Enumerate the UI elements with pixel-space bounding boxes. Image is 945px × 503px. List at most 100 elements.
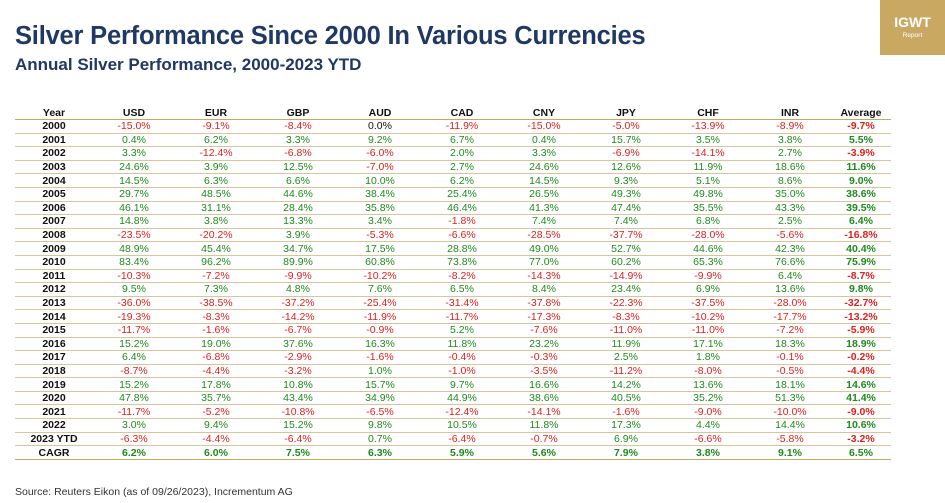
value-cell: -6.6% — [667, 432, 749, 447]
value-cell: 3.9% — [257, 228, 339, 243]
value-cell: 34.7% — [257, 241, 339, 256]
value-cell: 11.8% — [421, 337, 503, 352]
value-cell: -6.7% — [257, 323, 339, 338]
column-header: Average — [831, 107, 891, 120]
value-cell: -6.8% — [175, 350, 257, 365]
value-cell: 18.3% — [749, 337, 831, 352]
value-cell: -9.9% — [667, 269, 749, 284]
value-cell: 2.7% — [749, 146, 831, 161]
column-header: AUD — [339, 107, 421, 120]
year-cell: 2014 — [15, 309, 93, 324]
year-cell: 2001 — [15, 133, 93, 148]
value-cell: -5.8% — [749, 432, 831, 447]
value-cell: 3.8% — [749, 133, 831, 148]
table-row: 2012 9.5% 7.3% 4.8% 7.6% 6.5% 8.4% 23.4% 6.9% 13.… — [15, 282, 891, 297]
column-header: INR — [749, 107, 831, 120]
average-cell: 9.0% — [831, 173, 891, 188]
table-row: 2011 -10.3% -7.2% -9.9% -10.2% -8.2% -14.3% -14… — [15, 269, 891, 284]
value-cell: -23.5% — [93, 228, 175, 243]
table-row: 2007 14.8% 3.8% 13.3% 3.4% -1.8% 7.4% 7.4% 6.8% 2… — [15, 214, 891, 229]
value-cell: 6.7% — [421, 133, 503, 148]
value-cell: 5.2% — [421, 323, 503, 338]
value-cell: 83.4% — [93, 255, 175, 270]
table-row: 2016 15.2% 19.0% 37.6% 16.3% 11.8% 23.2% 11.9% 1… — [15, 337, 891, 352]
value-cell: 1.0% — [339, 364, 421, 379]
value-cell: -6.6% — [421, 228, 503, 243]
value-cell: 7.4% — [585, 214, 667, 229]
value-cell: 6.9% — [585, 432, 667, 447]
value-cell: -11.2% — [585, 364, 667, 379]
value-cell: -37.5% — [667, 296, 749, 311]
year-cell: 2010 — [15, 255, 93, 270]
value-cell: 14.8% — [93, 214, 175, 229]
value-cell: -8.9% — [749, 119, 831, 134]
value-cell: 35.5% — [667, 201, 749, 216]
value-cell: 31.1% — [175, 201, 257, 216]
column-header: Year — [15, 107, 93, 120]
value-cell: -9.0% — [667, 404, 749, 420]
value-cell: -15.0% — [93, 119, 175, 134]
average-cell: 11.6% — [831, 160, 891, 175]
column-header: CHF — [667, 107, 749, 120]
value-cell: -13.9% — [667, 119, 749, 134]
value-cell: 17.5% — [339, 241, 421, 256]
value-cell: -11.7% — [93, 404, 175, 420]
value-cell: -1.6% — [175, 323, 257, 338]
average-cell: 10.6% — [831, 418, 891, 433]
value-cell: 5.1% — [667, 173, 749, 188]
value-cell: 3.3% — [503, 146, 585, 161]
value-cell: -37.8% — [503, 296, 585, 311]
value-cell: 35.8% — [339, 201, 421, 216]
column-header: JPY — [585, 107, 667, 120]
value-cell: 41.3% — [503, 201, 585, 216]
value-cell: 9.1% — [749, 445, 831, 460]
value-cell: -0.9% — [339, 323, 421, 338]
table-row: 2022 3.0% 9.4% 15.2% 9.8% 10.5% 11.8% 17.3% 4.4%… — [15, 418, 891, 433]
value-cell: -1.6% — [339, 350, 421, 365]
value-cell: 3.8% — [175, 214, 257, 229]
value-cell: -6.8% — [257, 146, 339, 161]
value-cell: -14.3% — [503, 269, 585, 284]
value-cell: 12.6% — [585, 160, 667, 175]
value-cell: -6.5% — [339, 404, 421, 420]
value-cell: 4.8% — [257, 282, 339, 297]
year-cell: 2015 — [15, 323, 93, 338]
value-cell: 14.5% — [503, 173, 585, 188]
value-cell: 3.8% — [667, 445, 749, 460]
value-cell: 49.3% — [585, 187, 667, 202]
value-cell: 77.0% — [503, 255, 585, 270]
value-cell: -20.2% — [175, 228, 257, 243]
value-cell: 4.4% — [667, 418, 749, 433]
value-cell: -1.6% — [585, 404, 667, 420]
value-cell: -17.7% — [749, 309, 831, 324]
year-cell: 2000 — [15, 119, 93, 134]
average-cell: 9.8% — [831, 282, 891, 297]
average-cell: 75.9% — [831, 255, 891, 270]
value-cell: -7.2% — [749, 323, 831, 338]
value-cell: 15.2% — [93, 337, 175, 352]
value-cell: 2.5% — [749, 214, 831, 229]
value-cell: 35.7% — [175, 391, 257, 406]
year-cell: 2021 — [15, 404, 93, 420]
value-cell: 6.2% — [175, 133, 257, 148]
value-cell: 35.2% — [667, 391, 749, 406]
value-cell: 3.5% — [667, 133, 749, 148]
table-row: 2017 6.4% -6.8% -2.9% -1.6% -0.4% -0.3% 2.5% 1.8… — [15, 350, 891, 365]
value-cell: 0.4% — [93, 133, 175, 148]
value-cell: -1.8% — [421, 214, 503, 229]
table-body: 2000 -15.0% -9.1% -8.4% 0.0% -11.9% -15.0% -5.0… — [15, 119, 891, 460]
value-cell: -12.4% — [175, 146, 257, 161]
table-row: 2000 -15.0% -9.1% -8.4% 0.0% -11.9% -15.0% -5.0… — [15, 119, 891, 134]
table-row: 2008 -23.5% -20.2% 3.9% -5.3% -6.6% -28.5% -37.… — [15, 228, 891, 243]
value-cell: -8.3% — [585, 309, 667, 324]
value-cell: 1.8% — [667, 350, 749, 365]
value-cell: 60.2% — [585, 255, 667, 270]
value-cell: 38.6% — [503, 391, 585, 406]
value-cell: 19.0% — [175, 337, 257, 352]
table-row: 2018 -8.7% -4.4% -3.2% 1.0% -1.0% -3.5% -11.2% -… — [15, 364, 891, 379]
value-cell: 7.3% — [175, 282, 257, 297]
value-cell: 0.7% — [339, 432, 421, 447]
value-cell: -8.0% — [667, 364, 749, 379]
value-cell: 60.8% — [339, 255, 421, 270]
year-cell: 2005 — [15, 187, 93, 202]
